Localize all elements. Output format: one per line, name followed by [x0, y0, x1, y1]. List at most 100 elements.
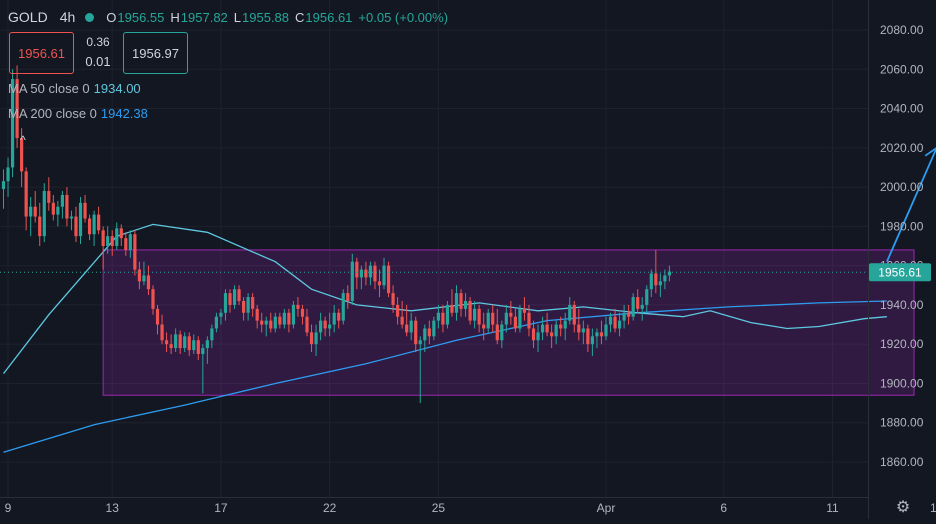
x-tick-label: 13	[106, 501, 120, 515]
candle	[142, 261, 146, 286]
chevron-up-icon[interactable]: ^	[20, 133, 26, 147]
candle-body	[405, 324, 409, 333]
candle-body	[667, 271, 672, 276]
candle	[115, 222, 119, 250]
candle-body	[38, 216, 42, 237]
candle	[599, 320, 604, 345]
y-tick-label: 2000.00	[880, 180, 924, 194]
candle-body	[432, 320, 436, 337]
ma50-line	[2, 223, 887, 374]
candle-body	[124, 238, 128, 250]
candle	[491, 304, 495, 333]
candle	[595, 328, 599, 349]
candle-body	[414, 320, 418, 345]
candle-body	[391, 293, 395, 305]
candle	[373, 261, 377, 290]
candles	[1, 65, 672, 404]
candle-body	[133, 234, 137, 270]
candle-body	[65, 194, 69, 219]
candle-body	[654, 273, 658, 286]
candle-body	[78, 202, 83, 237]
candle	[42, 183, 46, 243]
candle	[74, 206, 78, 243]
trend-arrow-head	[924, 147, 936, 157]
candle	[450, 289, 454, 317]
candle-body	[201, 348, 205, 354]
candle-body	[400, 316, 404, 325]
candle	[617, 312, 622, 337]
indicator-ma50[interactable]: MA 50 close 0 1934.00	[8, 81, 141, 96]
candle	[364, 261, 368, 286]
candle	[572, 300, 576, 333]
candle	[291, 300, 296, 329]
candle-body	[486, 312, 490, 329]
candle	[228, 289, 232, 313]
candle	[559, 316, 563, 337]
candle-body	[219, 312, 223, 317]
candle	[20, 128, 24, 188]
candle-body	[441, 312, 445, 325]
candle	[110, 230, 114, 256]
candle-body	[604, 324, 608, 337]
candle	[314, 324, 318, 356]
candle-body	[454, 293, 459, 313]
candle	[486, 308, 490, 333]
gear-icon[interactable]: ⚙	[895, 499, 911, 516]
market-status-icon	[85, 12, 95, 22]
candle-body	[192, 340, 196, 351]
candle-body	[33, 206, 37, 217]
y-tick-label: 2060.00	[880, 62, 924, 76]
candle-body	[382, 265, 386, 286]
candle	[309, 324, 314, 353]
candle-body	[69, 216, 74, 219]
y-tick-label: 1920.00	[880, 337, 924, 351]
candle-body	[513, 316, 517, 329]
candle	[355, 257, 359, 290]
candle-body	[255, 308, 259, 321]
candle	[237, 285, 241, 305]
candle	[550, 324, 554, 349]
x-tick-label: 22	[323, 501, 337, 515]
candle-body	[106, 236, 110, 246]
candle	[133, 230, 137, 276]
range-box	[102, 249, 915, 396]
x-tick-label: 6	[720, 501, 727, 515]
candle	[192, 334, 196, 354]
candle-body	[608, 316, 613, 325]
indicator-ma200[interactable]: MA 200 close 0 1942.38	[8, 106, 148, 121]
candle	[296, 297, 300, 317]
candle	[106, 226, 110, 254]
grid	[0, 0, 868, 497]
candle	[500, 320, 504, 349]
candle-body	[15, 79, 19, 138]
symbol-name[interactable]: GOLD	[8, 9, 48, 25]
interval-label[interactable]: 4h	[59, 9, 76, 25]
candle-body	[323, 320, 327, 329]
candle	[174, 328, 178, 353]
candle-body	[663, 275, 667, 282]
candle	[568, 297, 572, 325]
candle	[627, 304, 631, 325]
sell-button[interactable]: 1956.61	[9, 32, 74, 74]
candle-body	[531, 328, 536, 341]
candle	[409, 312, 413, 341]
arrow-layer	[886, 147, 936, 263]
candle	[391, 285, 395, 313]
candle-body	[260, 320, 264, 325]
candle	[97, 206, 101, 235]
candle	[427, 320, 431, 345]
candle	[10, 69, 15, 178]
candle	[260, 312, 264, 333]
candle	[504, 304, 508, 333]
buy-button[interactable]: 1956.97	[123, 32, 188, 74]
candle	[400, 300, 404, 329]
candle-body	[115, 228, 119, 246]
y-tick-label: 1880.00	[880, 416, 924, 430]
candle-body	[228, 293, 232, 305]
candle-body	[232, 289, 237, 305]
candle	[396, 297, 400, 325]
candle-body	[649, 273, 653, 290]
candle	[51, 194, 55, 221]
